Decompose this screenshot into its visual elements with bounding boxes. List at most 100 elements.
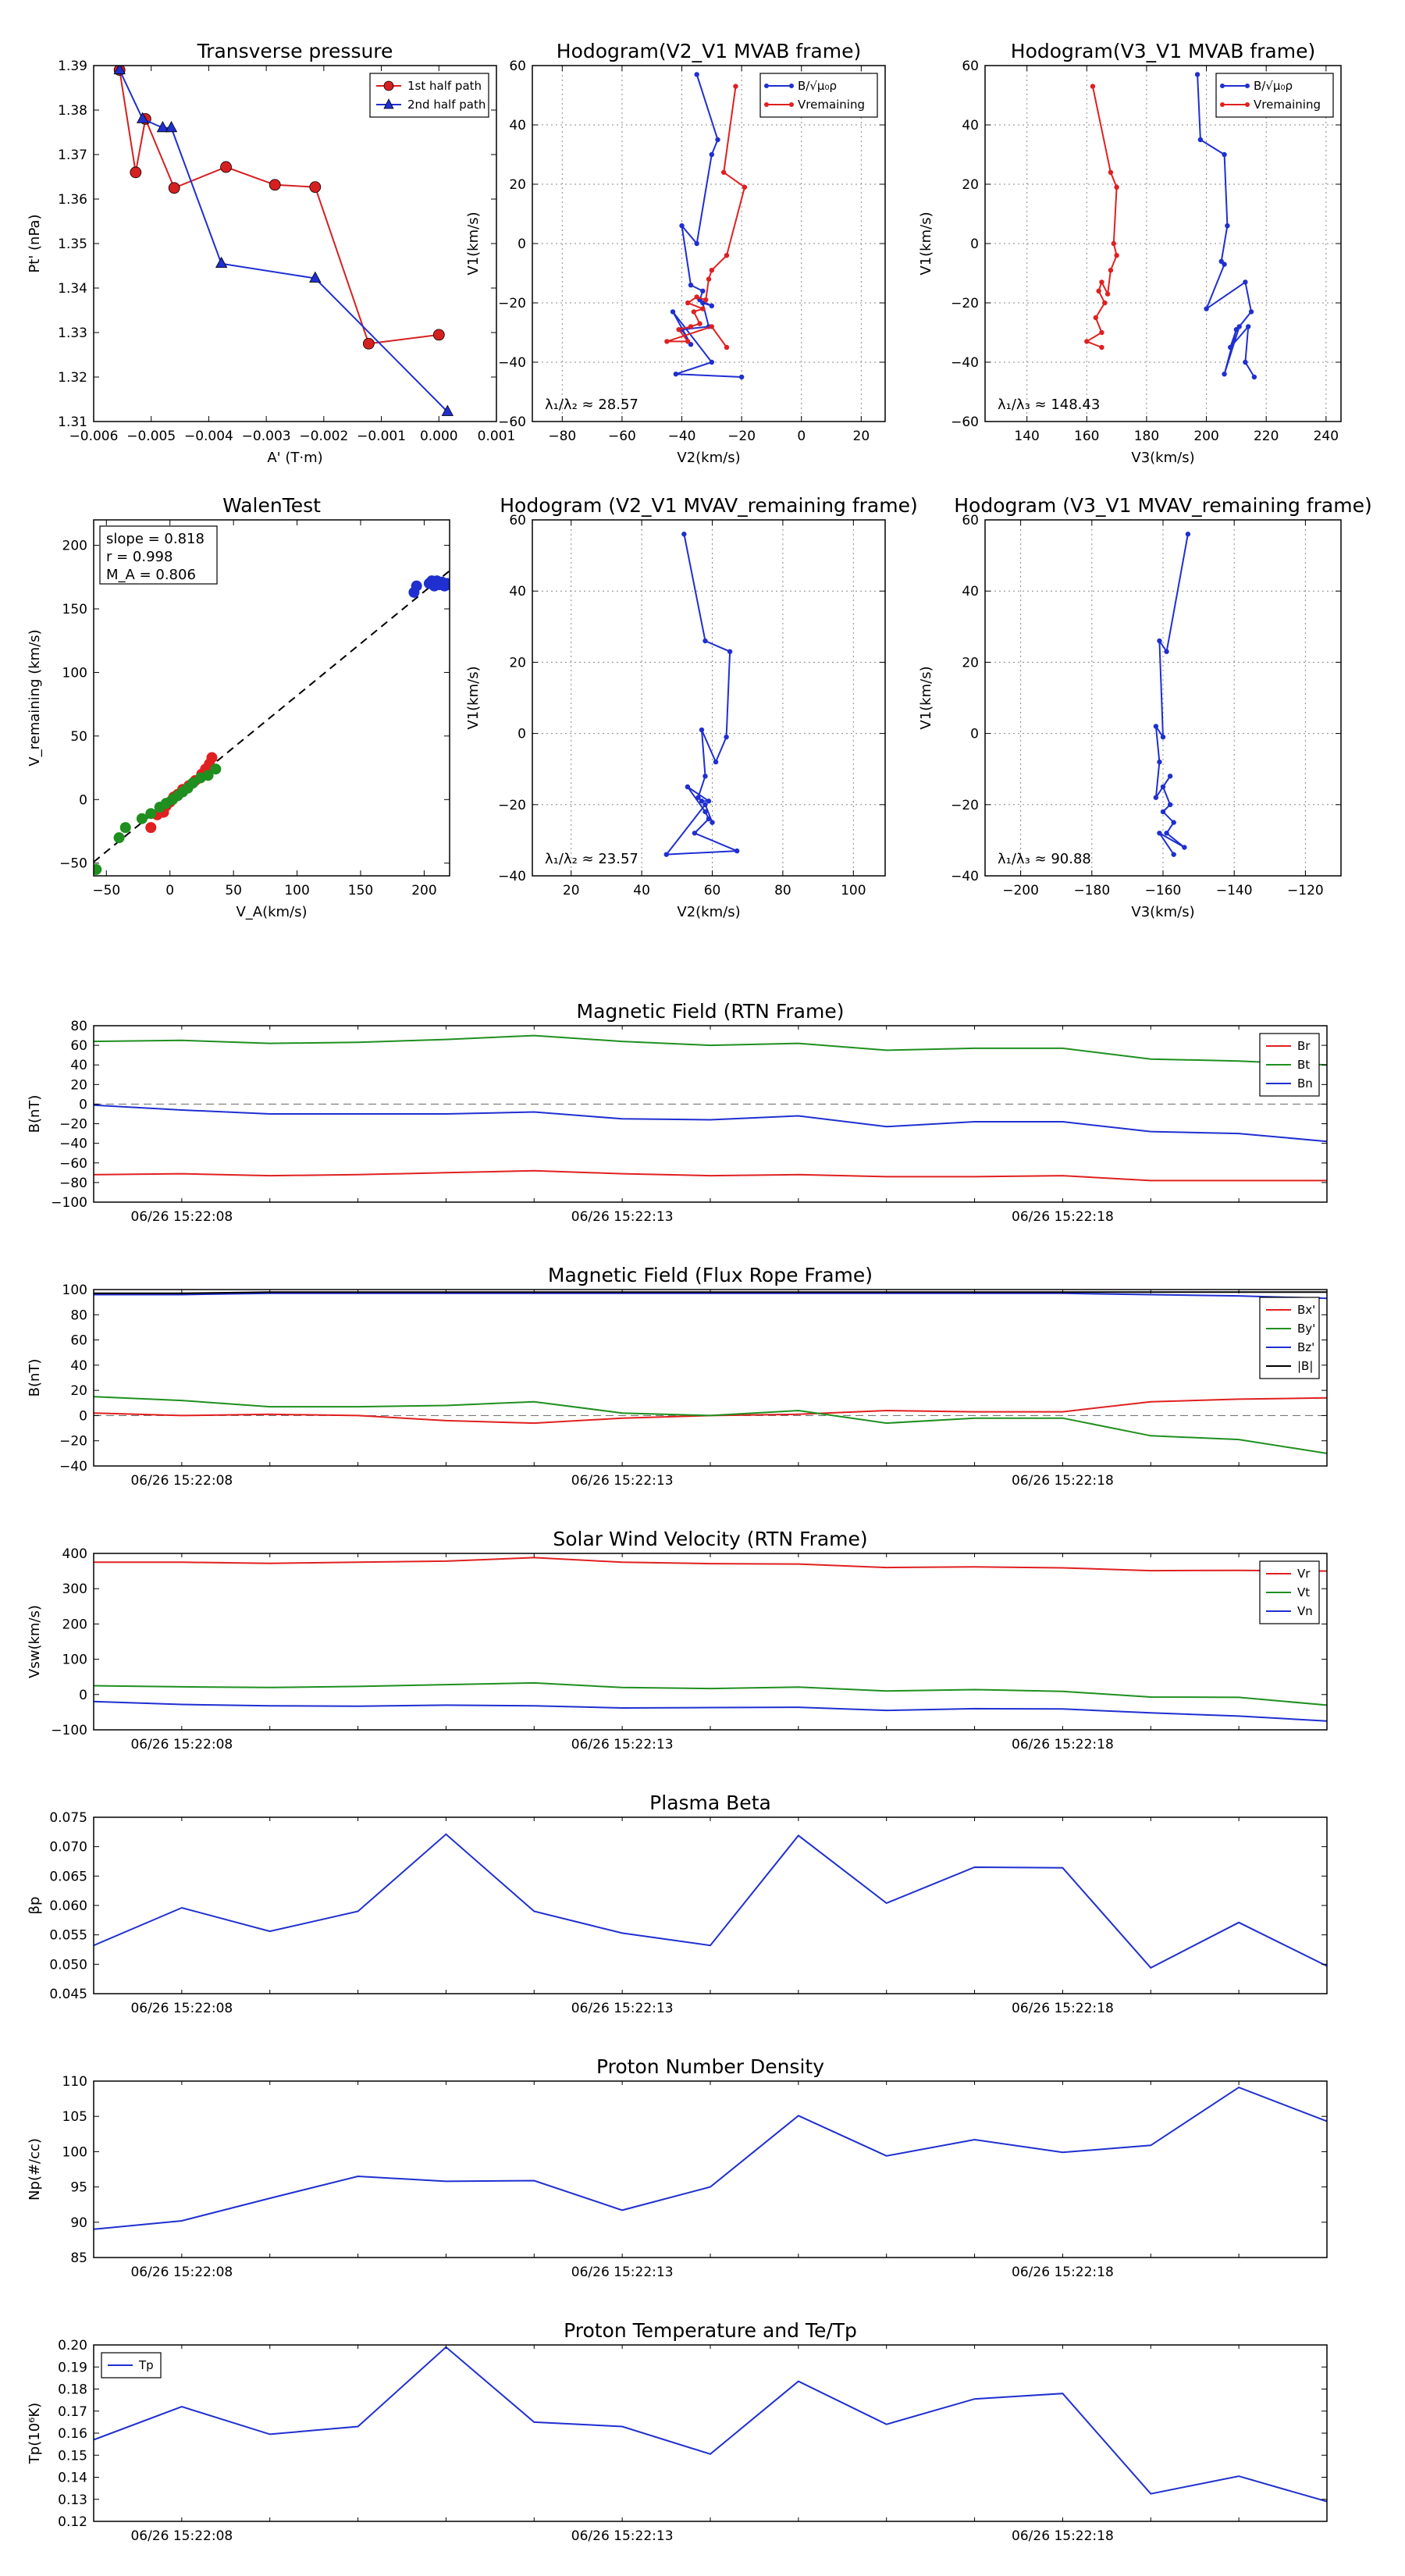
data-layer — [94, 2346, 1327, 2503]
x-tick-label: −0.005 — [126, 429, 176, 444]
y-tick-label: 80 — [70, 1308, 87, 1323]
legend-label: Vn — [1297, 1604, 1313, 1618]
x-tick-label: 100 — [284, 883, 309, 898]
data-point — [1102, 300, 1108, 306]
data-point — [215, 256, 228, 269]
walen-test-chart: WalenTest −50 0 50 100 150 200 −50 0 50 100 150 200 V… — [27, 494, 450, 920]
stats-line: M_A = 0.806 — [106, 567, 196, 583]
x-tick-label: 0 — [797, 429, 806, 444]
x-tick-label: 220 — [1254, 429, 1279, 444]
stats-line: r = 0.998 — [106, 549, 173, 565]
x-tick-label: −40 — [668, 429, 696, 444]
proton-number-density-chart: Proton Number Density 85 90 95 100 105 110 06/2… — [27, 2055, 1328, 2280]
plot-frame — [93, 1289, 1328, 1467]
data-point — [1108, 268, 1114, 273]
x-tick-label: −160 — [1145, 883, 1182, 898]
data-point — [210, 763, 222, 775]
y-tick-label: 40 — [962, 584, 979, 600]
series-line-Vremaining — [1085, 86, 1118, 348]
data-point — [694, 240, 699, 247]
data-point — [1164, 649, 1169, 654]
data-point — [706, 816, 712, 822]
y-tick-label: 20 — [70, 1077, 87, 1093]
data-point — [699, 799, 705, 804]
hodogram-v2v1-mvab-chart: Hodogram(V2_V1 MVAB frame) −60 −40 −20 0 20 40… — [465, 40, 886, 466]
data-point — [685, 339, 691, 344]
series-line-Bx' — [94, 1397, 1327, 1425]
y-tick-label: 0 — [970, 727, 979, 742]
y-tick-label: 0 — [79, 1408, 87, 1424]
data-point — [1111, 240, 1116, 247]
legend-marker — [383, 80, 394, 91]
proton-temperature-chart: Proton Temperature and Te/Tp 0.12 0.13 0.14… — [27, 2319, 1328, 2544]
y-tick-label: 1.33 — [58, 326, 87, 341]
x-tick-label: 06/26 15:22:13 — [571, 1737, 674, 1752]
series-line-Bz' — [94, 1292, 1327, 1300]
y-tick-label: 0.070 — [49, 1840, 87, 1856]
data-point — [702, 802, 708, 808]
y-axis-label: V1(km/s) — [918, 212, 934, 275]
data-point — [699, 727, 705, 733]
data-layer — [663, 532, 740, 857]
magnetic-field-flux-rope-chart: Magnetic Field (Flux Rope Frame) −40 −20 0 2… — [27, 1264, 1328, 1489]
x-tick-label: 0 — [165, 883, 174, 898]
y-axis-label: Pt' (nPa) — [27, 214, 43, 272]
data-point — [1157, 638, 1162, 644]
plot-frame — [93, 2080, 1328, 2258]
data-point — [145, 808, 157, 820]
y-tick-label: 0.060 — [49, 1898, 87, 1914]
y-tick-label: 0.18 — [58, 2382, 87, 2398]
series-line-Br — [94, 1169, 1327, 1182]
chart-title: Hodogram(V2_V1 MVAB frame) — [557, 40, 861, 62]
data-point — [727, 649, 733, 654]
data-point — [145, 822, 157, 834]
y-tick-label: 200 — [62, 539, 87, 554]
legend-label: B/√μ₀ρ — [798, 79, 837, 93]
data-point — [700, 306, 706, 311]
y-tick-label: 0.065 — [49, 1869, 87, 1884]
y-tick-label: 0.045 — [49, 1987, 87, 2002]
series-line-beta — [94, 1833, 1327, 1969]
y-tick-label: 300 — [62, 1582, 87, 1597]
y-tick-label: 20 — [509, 177, 526, 193]
x-axis-label: A' (T·m) — [267, 450, 322, 466]
data-point — [670, 309, 676, 315]
x-tick-label: 150 — [348, 883, 373, 898]
chart-title: Hodogram (V2_V1 MVAV_remaining frame) — [500, 494, 918, 517]
x-tick-label: 100 — [841, 883, 866, 898]
data-point — [1099, 329, 1104, 336]
y-tick-label: −20 — [498, 296, 526, 311]
legend-label: By' — [1297, 1322, 1315, 1336]
y-tick-label: −60 — [59, 1156, 87, 1172]
data-point — [700, 288, 706, 294]
plot-frame — [93, 1816, 1328, 1994]
y-tick-label: 0.050 — [49, 1957, 87, 1973]
y-tick-label: 60 — [962, 59, 979, 74]
y-tick-label: 0.20 — [58, 2338, 87, 2354]
x-axis-label: V3(km/s) — [1131, 904, 1194, 920]
y-axis-label: V1(km/s) — [918, 666, 934, 729]
data-point — [309, 271, 322, 283]
data-point — [1160, 784, 1166, 790]
data-point — [724, 253, 730, 258]
series-line-B — [664, 534, 738, 856]
data-point — [1228, 344, 1233, 350]
y-tick-label: −100 — [51, 1723, 87, 1738]
data-point — [1108, 169, 1114, 175]
x-tick-label: 06/26 15:22:13 — [571, 1473, 674, 1489]
data-point — [742, 184, 748, 190]
data-point — [168, 182, 180, 194]
y-tick-label: 150 — [62, 602, 87, 617]
chart-title: Hodogram(V3_V1 MVAB frame) — [1011, 40, 1315, 62]
data-point — [1096, 288, 1101, 294]
y-tick-label: 0.13 — [58, 2492, 87, 2508]
data-point — [1222, 372, 1227, 377]
x-tick-label: −120 — [1287, 883, 1324, 898]
y-tick-label: 95 — [70, 2180, 87, 2196]
data-point — [1090, 84, 1096, 89]
data-point — [710, 820, 715, 825]
series-line-B/√μ₀ρ — [1197, 74, 1255, 378]
series-line-Vn — [94, 1700, 1327, 1722]
data-point — [697, 321, 702, 326]
data-point — [206, 752, 218, 763]
